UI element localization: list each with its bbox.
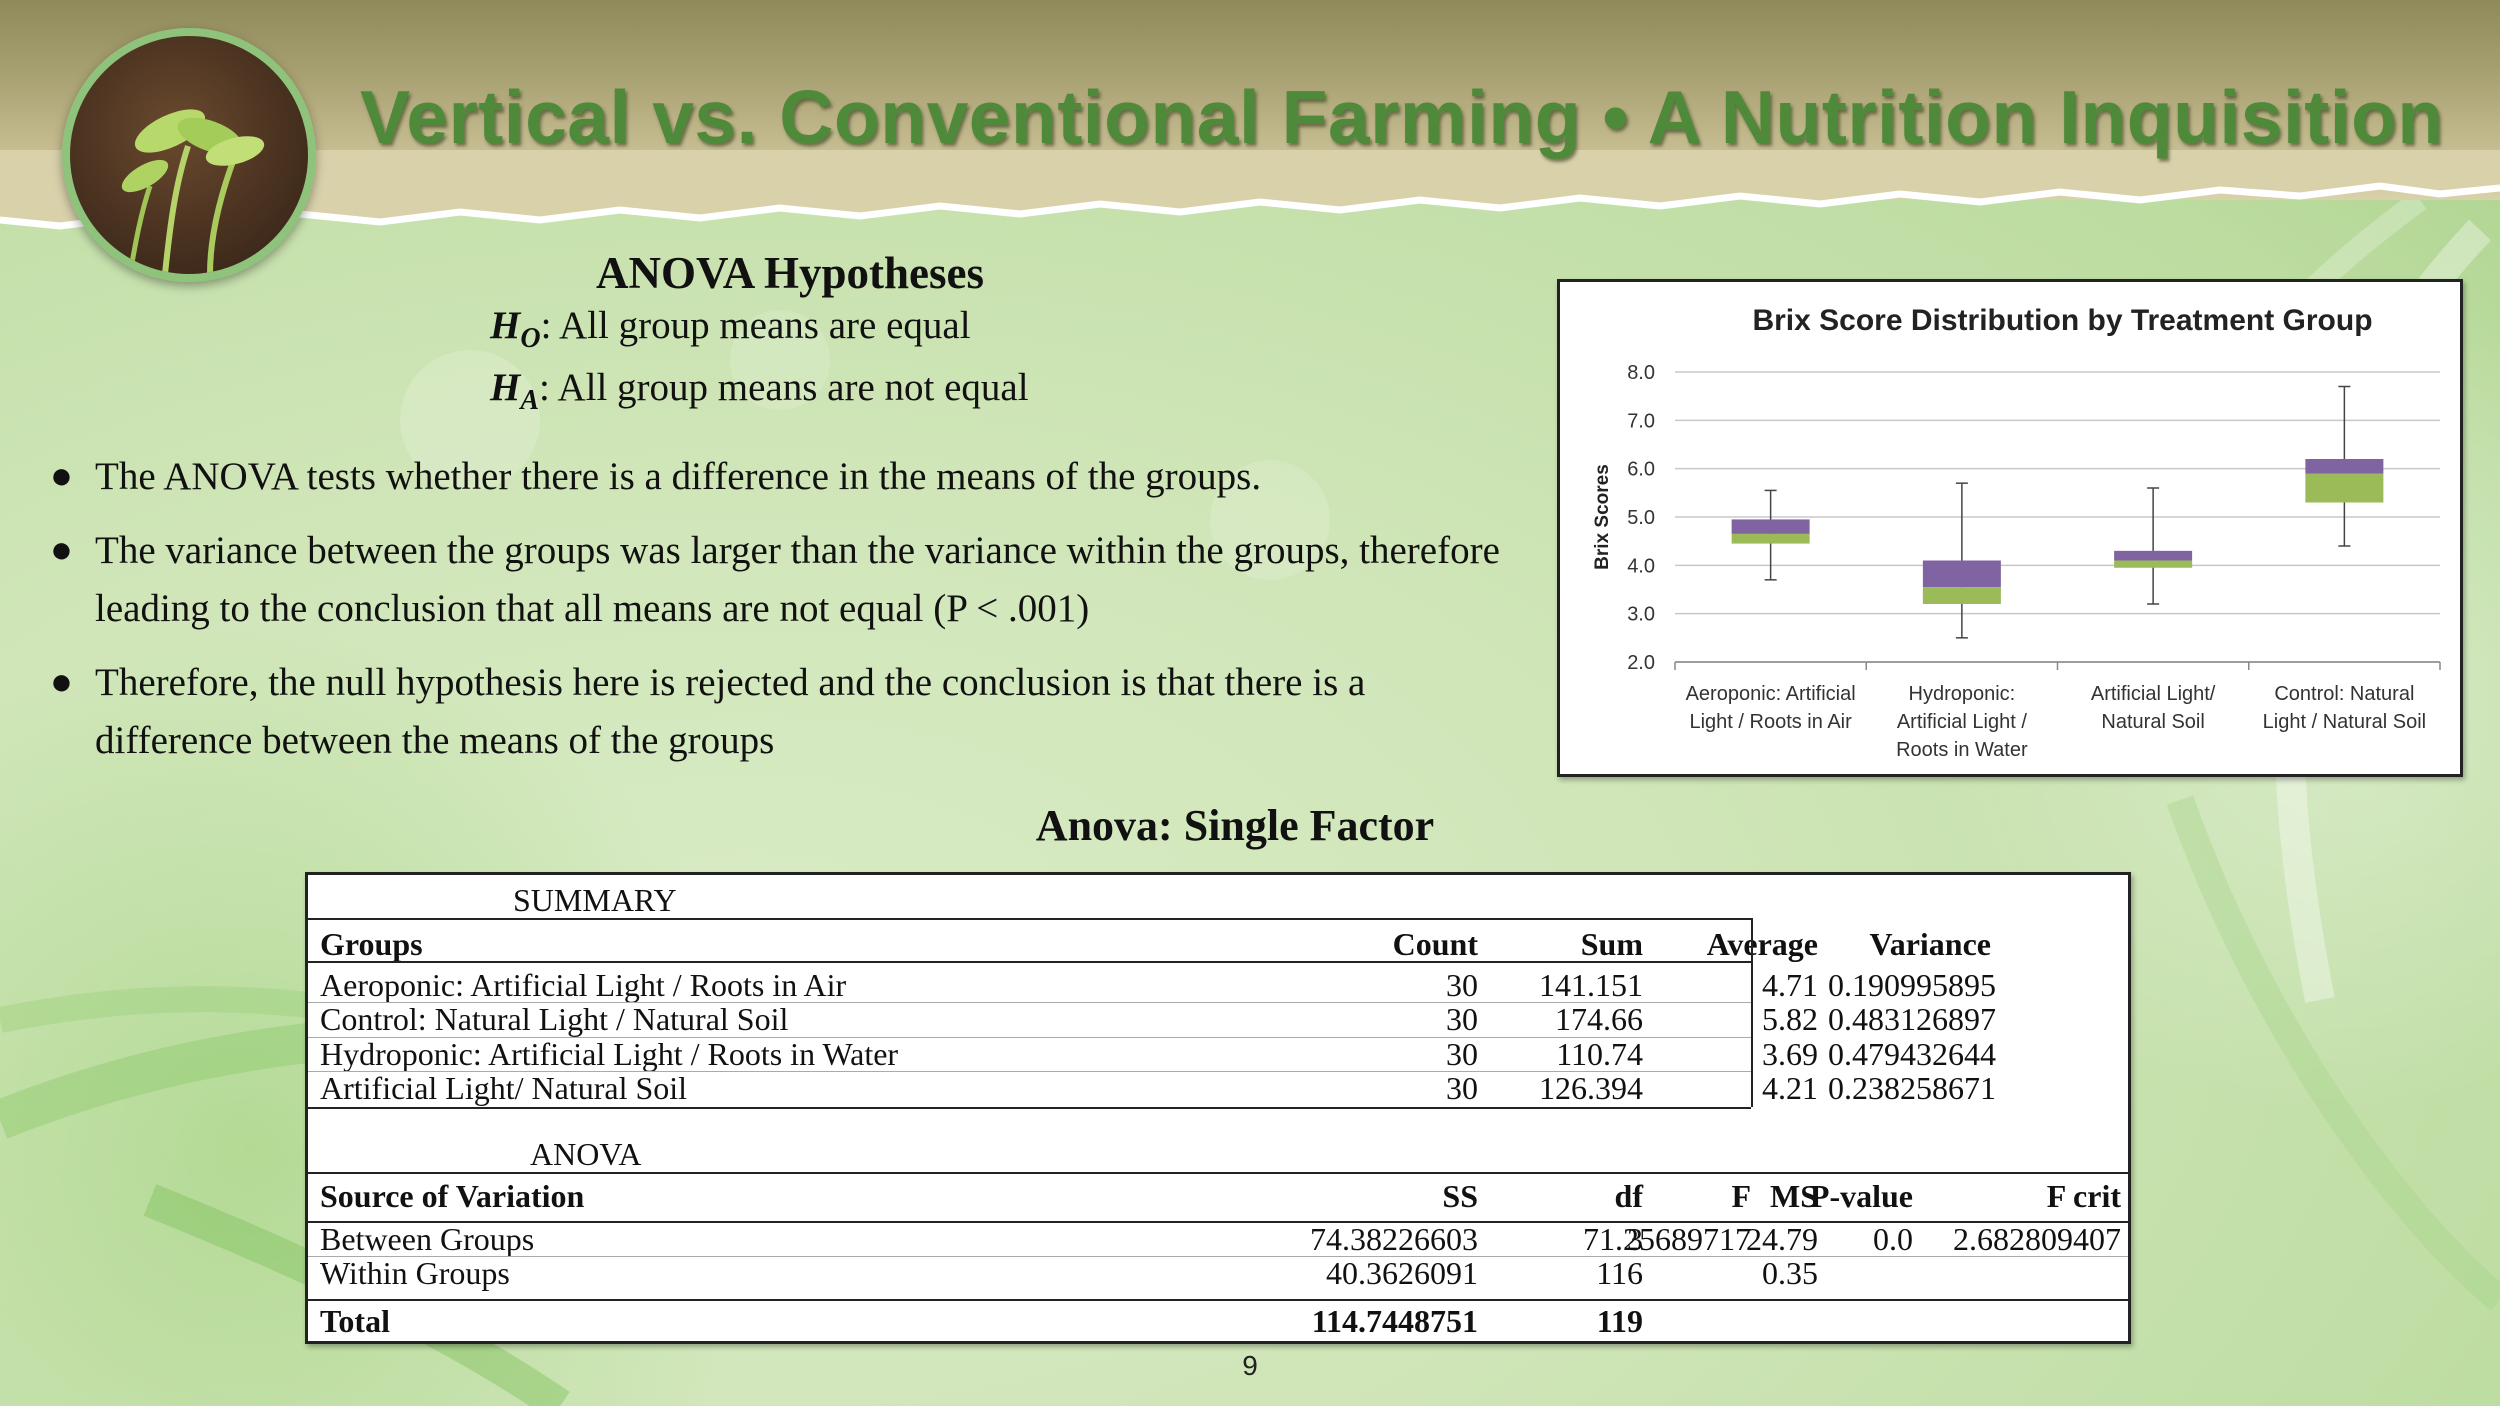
summary-variance: 0.483126897 xyxy=(1828,1001,1996,1037)
chart-canvas: Brix Score Distribution by Treatment Gro… xyxy=(1592,304,2441,761)
y-tick-label: 6.0 xyxy=(1627,459,1655,481)
y-tick-label: 2.0 xyxy=(1627,652,1655,674)
bullet-list: ● The ANOVA tests whether there is a diff… xyxy=(45,448,1525,786)
x-category-label: Aeroponic: Artificial xyxy=(1686,683,1856,705)
torn-paper-edge xyxy=(0,150,2500,230)
box-lower-quartile xyxy=(2114,560,2193,568)
anova-hypotheses: ANOVA Hypotheses HO: All group means are… xyxy=(490,245,1090,425)
chart-title: Brix Score Distribution by Treatment Gro… xyxy=(1752,304,2372,337)
y-axis-label: Brix Scores xyxy=(1592,464,1613,570)
summary-group-name: Aeroponic: Artificial Light / Roots in A… xyxy=(320,967,847,1003)
seedling-logo xyxy=(62,28,316,282)
box-upper-quartile xyxy=(2305,459,2384,474)
x-category-label: Light / Natural Soil xyxy=(2263,711,2426,733)
anova-table: SUMMARY Groups Count Sum Average Varianc… xyxy=(305,872,2131,1344)
summary-count: 30 xyxy=(1446,1070,1478,1106)
null-hypothesis: HO: All group means are equal xyxy=(490,301,1090,363)
slide-title: Vertical vs. Conventional Farming • A Nu… xyxy=(360,75,2444,159)
bullet-item: ● The variance between the groups was lar… xyxy=(45,522,1525,638)
anova-header-pvalue: P-value xyxy=(1809,1178,1913,1214)
anova-ss: 40.3626091 xyxy=(1326,1255,1478,1291)
anova-ms: 24.79 xyxy=(1746,1221,1818,1257)
alternative-hypothesis: HA: All group means are not equal xyxy=(490,363,1090,425)
summary-header-count: Count xyxy=(1392,926,1478,962)
anova-fcrit: 2.682809407 xyxy=(1953,1221,2121,1257)
anova-ms: 0.35 xyxy=(1762,1255,1818,1291)
y-tick-label: 5.0 xyxy=(1627,507,1655,529)
brix-boxplot-chart: Brix Score Distribution by Treatment Gro… xyxy=(1557,279,2463,777)
box-upper-quartile xyxy=(1731,519,1810,534)
y-tick-label: 3.0 xyxy=(1627,604,1655,626)
summary-average: 3.69 xyxy=(1762,1036,1818,1072)
summary-sum: 110.74 xyxy=(1556,1036,1643,1072)
anova-df: 116 xyxy=(1596,1255,1643,1291)
anova-header-df: df xyxy=(1614,1178,1643,1214)
x-category-label: Artificial Light/ xyxy=(2091,683,2216,705)
anova-header-ss: SS xyxy=(1442,1178,1478,1214)
page-number: 9 xyxy=(1242,1350,1258,1381)
summary-variance: 0.190995895 xyxy=(1828,967,1996,1003)
summary-header-average: Average xyxy=(1706,926,1818,962)
x-category-label: Natural Soil xyxy=(2101,711,2204,733)
ha-text: : All group means are not equal xyxy=(539,365,1029,409)
y-tick-label: 8.0 xyxy=(1627,362,1655,384)
summary-count: 30 xyxy=(1446,1036,1478,1072)
summary-group-name: Control: Natural Light / Natural Soil xyxy=(320,1001,789,1037)
summary-variance: 0.479432644 xyxy=(1828,1036,1996,1072)
anova-total-label: Total xyxy=(320,1303,390,1339)
bullet-dot-icon: ● xyxy=(50,455,73,497)
summary-group-name: Hydroponic: Artificial Light / Roots in … xyxy=(320,1036,899,1072)
summary-sum: 141.151 xyxy=(1539,967,1643,1003)
x-category-label: Roots in Water xyxy=(1896,739,2028,761)
summary-count: 30 xyxy=(1446,1001,1478,1037)
summary-header-groups: Groups xyxy=(320,926,423,962)
anova-ss: 74.38226603 xyxy=(1310,1221,1478,1257)
anova-total-ss: 114.7448751 xyxy=(1311,1303,1478,1339)
box-upper-quartile xyxy=(1922,560,2001,588)
summary-count: 30 xyxy=(1446,967,1478,1003)
box-lower-quartile xyxy=(1922,587,2001,604)
summary-variance: 0.238258671 xyxy=(1828,1070,1996,1106)
summary-average: 4.21 xyxy=(1762,1070,1818,1106)
summary-sum: 126.394 xyxy=(1539,1070,1643,1106)
anova-header-f: F xyxy=(1731,1178,1751,1214)
summary-sum: 174.66 xyxy=(1555,1001,1643,1037)
y-tick-label: 7.0 xyxy=(1627,410,1655,432)
box-lower-quartile xyxy=(2305,473,2384,503)
x-category-label: Control: Natural xyxy=(2274,683,2414,705)
summary-average: 4.71 xyxy=(1762,967,1818,1003)
anova-header-source: Source of Variation xyxy=(320,1178,585,1214)
anova-label: ANOVA xyxy=(530,1136,642,1172)
ha-symbol: HA xyxy=(490,365,540,416)
box-upper-quartile xyxy=(2114,550,2193,561)
bullet-dot-icon: ● xyxy=(50,661,73,703)
bullet-item: ● Therefore, the null hypothesis here is … xyxy=(45,654,1525,770)
anova-pvalue: 0.0 xyxy=(1873,1221,1913,1257)
x-category-label: Light / Roots in Air xyxy=(1689,711,1852,733)
bullet-item: ● The ANOVA tests whether there is a diff… xyxy=(45,448,1525,506)
anova-title: Anova: Single Factor xyxy=(1035,801,1435,850)
summary-header-variance: Variance xyxy=(1869,926,1991,962)
box-lower-quartile xyxy=(1731,533,1810,544)
anova-header-fcrit: F crit xyxy=(2046,1178,2121,1214)
bullet-dot-icon: ● xyxy=(50,529,73,571)
x-category-label: Hydroponic: xyxy=(1909,683,2016,705)
x-category-label: Artificial Light / xyxy=(1897,711,2027,733)
summary-group-name: Artificial Light/ Natural Soil xyxy=(320,1070,688,1106)
anova-total-df: 119 xyxy=(1596,1303,1643,1339)
y-tick-label: 4.0 xyxy=(1627,555,1655,577)
hypotheses-heading: ANOVA Hypotheses xyxy=(596,248,984,298)
summary-label: SUMMARY xyxy=(513,882,677,918)
anova-f: 71.25689717 xyxy=(1583,1221,1751,1257)
h0-symbol: HO xyxy=(490,304,541,354)
anova-source: Between Groups xyxy=(320,1221,535,1257)
anova-df: 3 xyxy=(1627,1221,1643,1257)
summary-average: 5.82 xyxy=(1762,1001,1818,1037)
summary-header-sum: Sum xyxy=(1580,926,1643,962)
h0-text: : All group means are equal xyxy=(540,304,971,347)
anova-source: Within Groups xyxy=(320,1255,510,1291)
anova-header-ms: MS xyxy=(1770,1178,1818,1214)
